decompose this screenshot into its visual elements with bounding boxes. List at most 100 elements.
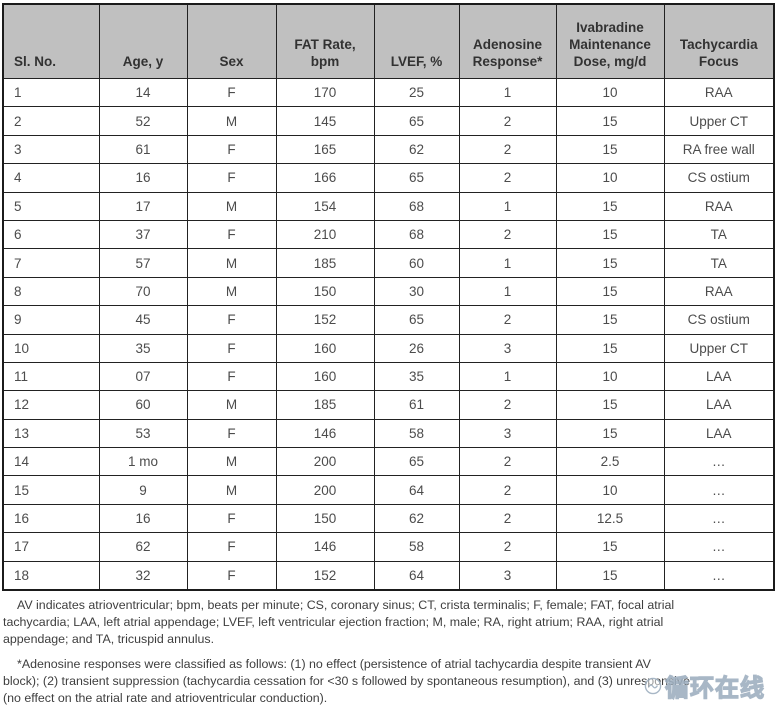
table-cell: 3 [458,560,557,591]
table-cell: 4 [2,163,100,193]
table-cell: 2 [458,503,557,534]
column-header-fat-rate: FAT Rate, bpm [275,3,375,79]
table-cell: 35 [373,361,460,392]
table-cell: 145 [275,106,375,136]
table-cell: 7 [2,248,100,278]
column-header-tachycardia-focus: Tachycardia Focus [663,3,775,79]
table-cell: 68 [373,191,460,221]
table-cell: 15 [555,191,665,221]
table-cell: 25 [373,77,460,108]
table-cell: 9 [2,305,100,335]
table-cell: LAA [663,390,775,420]
table-cell: 64 [373,475,460,505]
table-cell: 2 [458,532,557,562]
table-row: 18 32 F 152 64 3 15… [2,560,775,591]
table-cell: 6 [2,219,100,250]
table-cell: 65 [373,447,460,477]
column-header-sex: Sex [186,3,277,79]
table-cell: 11 [2,361,100,392]
table-cell: 62 [373,503,460,534]
table-cell: 15 [555,248,665,278]
table-cell: 15 [555,532,665,562]
table-cell: 9 [98,475,188,505]
table-row: 12 60 M 185 61 2 15 LAA [2,390,775,420]
table-cell: 154 [275,191,375,221]
table-cell: 65 [373,163,460,193]
table-cell: 62 [98,532,188,562]
table-cell: 32 [98,560,188,591]
table-cell: 150 [275,503,375,534]
column-header-adenosine-response: Adenosine Response* [458,3,557,79]
table-cell: F [186,503,277,534]
table-cell: 8 [2,276,100,307]
table-cell: 15 [555,276,665,307]
table-cell: 15 [555,134,665,165]
table-cell: 16 [2,503,100,534]
patient-data-table-container: Sl. No. Age, y Sex FAT Rate, bpm LVEF, %… [2,3,775,592]
table-row: 2 52 M 145 65 2 15 Upper CT [2,106,775,136]
table-cell: F [186,418,277,449]
table-cell: 15 [2,475,100,505]
table-cell: 200 [275,475,375,505]
table-cell: 57 [98,248,188,278]
table-cell: 13 [2,418,100,449]
column-header-sl-no: Sl. No. [2,3,100,79]
table-cell: LAA [663,418,775,449]
table-row: 17 62 F 146 58 2 15… [2,532,775,562]
table-cell: 150 [275,276,375,307]
table-row: 14 1 mo M 200 65 2 2.5… [2,447,775,477]
table-row: 7 57 M 185 60 1 15 TA [2,248,775,278]
table-cell: F [186,305,277,335]
table-cell: 45 [98,305,188,335]
table-cell: 60 [373,248,460,278]
table-cell: 2 [2,106,100,136]
table-cell: Upper CT [663,106,775,136]
table-cell: 1 [458,248,557,278]
table-cell: M [186,276,277,307]
table-cell: 1 mo [98,447,188,477]
table-cell: 185 [275,248,375,278]
column-header-ivabradine-dose: Ivabradine Maintenance Dose, mg/d [555,3,665,79]
table-cell: 5 [2,191,100,221]
table-row: 8 70 M 150 30 1 15 RAA [2,276,775,307]
table-cell: 3 [2,134,100,165]
table-row: 9 45 F 152 65 2 15 CS ostium [2,305,775,335]
table-cell: 2 [458,163,557,193]
table-cell: 52 [98,106,188,136]
table-cell: F [186,219,277,250]
table-cell: 07 [98,361,188,392]
table-row: 15 9 M 200 64 2 10… [2,475,775,505]
table-cell: M [186,475,277,505]
table-row: 10 35 F 160 26 3 15 Upper CT [2,333,775,363]
table-cell: 16 [98,503,188,534]
table-cell: LAA [663,361,775,392]
table-cell: M [186,390,277,420]
table-row: 5 17 M 154 68 1 15 RAA [2,191,775,221]
patient-data-table: Sl. No. Age, y Sex FAT Rate, bpm LVEF, %… [2,3,775,592]
table-cell: 18 [2,560,100,591]
table-cell: 200 [275,447,375,477]
table-cell: 26 [373,333,460,363]
table-cell: F [186,532,277,562]
table-cell: 15 [555,390,665,420]
table-cell: 3 [458,333,557,363]
table-cell: 61 [373,390,460,420]
table-cell: 10 [555,361,665,392]
table-cell: 64 [373,560,460,591]
table-cell: M [186,106,277,136]
table-cell: 2 [458,134,557,165]
table-cell: 1 [458,276,557,307]
table-cell: 15 [555,305,665,335]
table-cell: 58 [373,418,460,449]
table-row: 16 16 F 150 62 2 12.5… [2,503,775,534]
table-cell: … [663,447,775,477]
table-cell: 185 [275,390,375,420]
table-cell: 210 [275,219,375,250]
column-header-lvef: LVEF, % [373,3,460,79]
table-row: 13 53 F 146 58 3 15 LAA [2,418,775,449]
table-cell: 2.5 [555,447,665,477]
table-cell: M [186,248,277,278]
table-cell: Upper CT [663,333,775,363]
table-cell: 2 [458,219,557,250]
table-cell: 10 [555,475,665,505]
